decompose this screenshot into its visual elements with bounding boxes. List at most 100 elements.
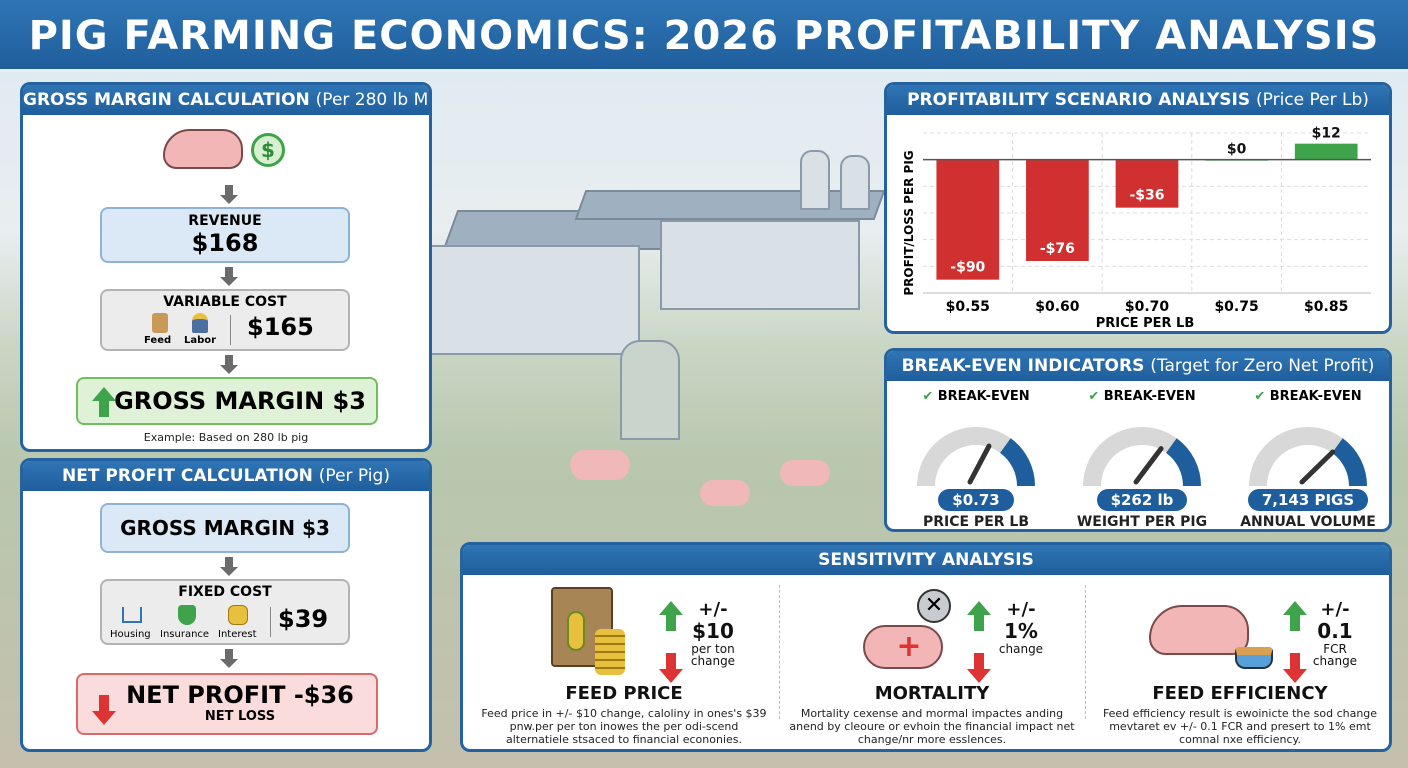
net-profit-panel: NET PROFIT CALCULATION (Per Pig) GROSS M… — [20, 458, 432, 752]
variable-cost-value: $165 — [247, 313, 314, 341]
page-title: PIG FARMING ECONOMICS: 2026 PROFITABILIT… — [0, 0, 1408, 72]
sensitivity-item: + ✕ +/- 1% change MORTALITY Mortality cex… — [777, 575, 1087, 749]
down-arrow-icon — [92, 695, 116, 725]
net-profit-result-text: NET PROFIT -$36 — [126, 681, 354, 709]
insurance-label: Insurance — [160, 629, 210, 640]
gross-margin-result-text: GROSS MARGIN $3 — [114, 387, 366, 415]
labor-label: Labor — [184, 335, 217, 346]
revenue-label: REVENUE — [188, 213, 262, 229]
break-even-badge: BREAK-EVEN — [1269, 389, 1362, 404]
bar — [936, 159, 1000, 280]
down-arrow-icon — [220, 355, 238, 374]
net-loss-label: NET LOSS — [204, 709, 276, 724]
net-profit-result: NET PROFIT -$36 NET LOSS — [76, 673, 378, 735]
gross-margin-header: GROSS MARGIN CALCULATION (Per 280 lb Mar… — [23, 85, 429, 115]
housing-icon — [122, 607, 142, 623]
x-tick-label: $0.60 — [1035, 299, 1080, 315]
sensitivity-item: +/- $10 per ton change FEED PRICE Feed p… — [469, 575, 779, 749]
gross-margin-panel: GROSS MARGIN CALCULATION (Per 280 lb Mar… — [20, 82, 432, 452]
sensitivity-amount: 0.1 — [1317, 619, 1353, 643]
x-tick-label: $0.70 — [1125, 299, 1170, 315]
header-note: (Per 280 lb Market Pig) — [315, 90, 429, 110]
gross-margin-result: GROSS MARGIN $3 — [76, 377, 378, 425]
gross-margin-box: GROSS MARGIN $3 — [100, 503, 350, 553]
sensitivity-title: MORTALITY — [874, 683, 990, 704]
break-even-value: $262 lb — [1096, 489, 1188, 511]
sensitivity-sign: +/- — [1320, 599, 1350, 620]
break-even-value: $0.73 — [938, 489, 1014, 511]
break-even-header: BREAK-EVEN INDICATORS (Target for Zero N… — [887, 351, 1389, 381]
down-arrow-icon — [1283, 653, 1307, 683]
sensitivity-unit2: change — [690, 654, 736, 668]
sensitivity-unit2: change — [1312, 654, 1358, 668]
gauge-dial — [1249, 427, 1367, 487]
check-circle-icon: ✔ — [1254, 389, 1266, 404]
header-title: GROSS MARGIN CALCULATION — [23, 90, 310, 110]
x-tick-label: $0.55 — [946, 299, 990, 315]
data-label: $0 — [1227, 142, 1247, 158]
sensitivity-description: Feed efficiency result is ewoinicte the … — [1102, 707, 1378, 746]
sensitivity-item: +/- 0.1 FCR change FEED EFFICIENCY Feed … — [1085, 575, 1389, 749]
pig-icon — [163, 129, 243, 169]
data-label: -$90 — [950, 260, 985, 276]
header-note: (Per Pig) — [318, 466, 390, 486]
fixed-cost-value: $39 — [278, 605, 329, 633]
y-axis-label: PROFIT/LOSS PER PIG — [902, 150, 916, 295]
interest-coins-icon — [228, 605, 248, 625]
down-arrow-icon — [659, 653, 683, 683]
revenue-value: $168 — [191, 229, 259, 257]
revenue-box: REVENUE $168 — [100, 207, 350, 263]
gauge-dial — [1083, 427, 1201, 487]
chart-title-note: (Price Per Lb) — [1256, 90, 1369, 110]
labor-worker-icon — [192, 313, 208, 333]
insurance-shield-icon — [178, 605, 196, 625]
header-note: (Target for Zero Net Profit) — [1150, 356, 1375, 376]
feed-bag-icon — [152, 313, 168, 333]
sensitivity-unit: FCR — [1323, 642, 1347, 656]
break-even-label: ANNUAL VOLUME — [1240, 514, 1376, 530]
data-label: -$36 — [1129, 188, 1164, 204]
up-arrow-icon — [967, 601, 991, 631]
down-arrow-icon — [220, 557, 238, 576]
sensitivity-header: SENSITIVITY ANALYSIS — [463, 545, 1389, 575]
bar — [1294, 143, 1358, 160]
check-circle-icon: ✔ — [922, 389, 934, 404]
break-even-badge: BREAK-EVEN — [1103, 389, 1196, 404]
gauge-needle — [1133, 446, 1164, 485]
variable-cost-box: VARIABLE COST Feed Labor $165 — [100, 289, 350, 351]
sensitivity-amount: 1% — [1004, 619, 1038, 643]
gauge-dial — [917, 427, 1035, 487]
break-even-gauge: ✔ BREAK-EVEN $262 lb WEIGHT PER PIG — [1059, 389, 1225, 530]
dollar-coin-icon: $ — [251, 133, 285, 167]
bar — [1026, 159, 1089, 261]
chart-header: PROFITABILITY SCENARIO ANALYSIS (Price P… — [887, 85, 1389, 115]
sensitivity-title: FEED EFFICIENCY — [1152, 683, 1328, 704]
break-even-gauge: ✔ BREAK-EVEN $0.73 PRICE PER LB — [893, 389, 1059, 530]
farm-background-illustration — [430, 150, 890, 530]
sensitivity-title: FEED PRICE — [565, 683, 683, 704]
bar-chart: PROFIT/LOSS PER PIG PRICE PER LB -$90 $0.… — [902, 126, 1371, 331]
fixed-cost-box: FIXED COST Housing Insurance Interest $3… — [100, 579, 350, 645]
chart-title: PROFITABILITY SCENARIO ANALYSIS — [907, 90, 1251, 110]
up-arrow-icon — [659, 601, 683, 631]
x-tick-label: $0.75 — [1214, 299, 1258, 315]
break-even-value: 7,143 PIGS — [1247, 489, 1369, 511]
gauge-needle — [967, 443, 992, 485]
break-even-label: PRICE PER LB — [922, 514, 1030, 530]
sensitivity-sign: +/- — [698, 599, 728, 620]
data-label: $12 — [1312, 126, 1341, 142]
header-title: BREAK-EVEN INDICATORS — [901, 356, 1145, 376]
break-even-label: WEIGHT PER PIG — [1076, 514, 1208, 530]
feed-label: Feed — [144, 335, 172, 346]
up-arrow-icon — [92, 387, 116, 417]
down-arrow-icon — [220, 267, 238, 286]
down-arrow-icon — [967, 653, 991, 683]
up-arrow-icon — [1283, 601, 1307, 631]
sensitivity-panel: SENSITIVITY ANALYSIS +/- $10 per ton cha… — [460, 542, 1392, 752]
profitability-chart-panel: PROFITABILITY SCENARIO ANALYSIS (Price P… — [884, 82, 1392, 334]
interest-label: Interest — [218, 629, 257, 640]
sensitivity-amount: $10 — [692, 619, 734, 643]
break-even-badge: BREAK-EVEN — [937, 389, 1030, 404]
footnote: Example: Based on 280 lb pig — [143, 431, 309, 444]
x-tick-label: $0.85 — [1304, 299, 1348, 315]
